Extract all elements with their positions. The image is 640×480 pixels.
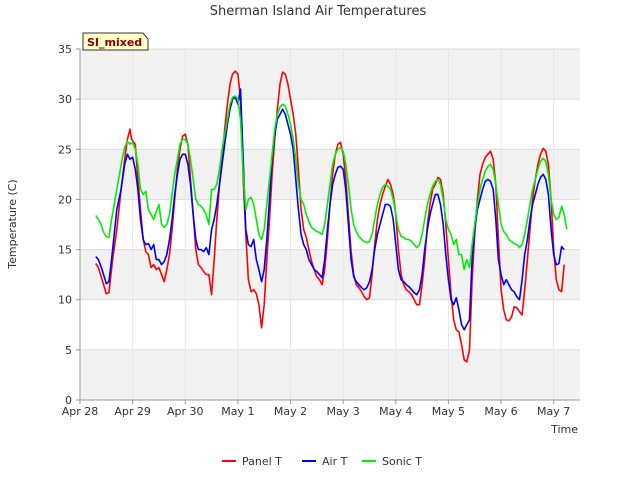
legend: Panel T Air T Sonic T xyxy=(222,455,422,468)
series-line-sonic-t xyxy=(95,95,568,271)
background-band xyxy=(80,349,580,400)
legend-label: Air T xyxy=(322,455,348,468)
y-axis-ticks: 0 5 10 15 20 25 30 35 xyxy=(58,43,80,407)
x-tick-label: May 6 xyxy=(484,405,517,418)
background-band xyxy=(80,149,580,200)
x-axis-ticks: Apr 28 Apr 29 Apr 30 May 1 May 2 May 3 May 4 Ma… xyxy=(62,400,570,418)
x-tick-label: Apr 30 xyxy=(167,405,204,418)
badge-label: SI_mixed xyxy=(87,36,142,49)
y-tick-label: 20 xyxy=(58,193,72,206)
x-tick-label: May 2 xyxy=(274,405,307,418)
x-tick-label: May 7 xyxy=(537,405,570,418)
x-tick-label: Apr 28 xyxy=(62,405,99,418)
y-tick-label: 30 xyxy=(58,93,72,106)
plot-area xyxy=(80,49,580,400)
series-line-panel-t xyxy=(95,70,565,363)
dataset-badge: SI_mixed xyxy=(82,32,149,51)
y-tick-label: 5 xyxy=(65,344,72,357)
y-tick-label: 25 xyxy=(58,143,72,156)
series-lines xyxy=(95,70,568,363)
y-tick-label: 10 xyxy=(58,294,72,307)
chart-title: Sherman Island Air Temperatures xyxy=(210,4,427,19)
background-band xyxy=(80,49,580,100)
x-tick-label: May 4 xyxy=(379,405,412,418)
x-tick-label: May 1 xyxy=(221,405,254,418)
badge-box xyxy=(82,32,149,51)
plot-background xyxy=(80,49,580,400)
legend-label: Panel T xyxy=(242,455,282,468)
x-tick-label: Apr 29 xyxy=(114,405,151,418)
y-tick-label: 15 xyxy=(58,244,72,257)
legend-label: Sonic T xyxy=(382,455,422,468)
x-tick-label: May 3 xyxy=(327,405,360,418)
x-tick-label: May 5 xyxy=(432,405,465,418)
y-tick-label: 0 xyxy=(65,394,72,407)
y-axis-label: Temperature (C) xyxy=(6,179,19,269)
background-band xyxy=(80,249,580,300)
x-axis-label: Time xyxy=(550,423,578,436)
series-line-air-t xyxy=(95,88,565,331)
y-tick-label: 35 xyxy=(58,43,72,56)
